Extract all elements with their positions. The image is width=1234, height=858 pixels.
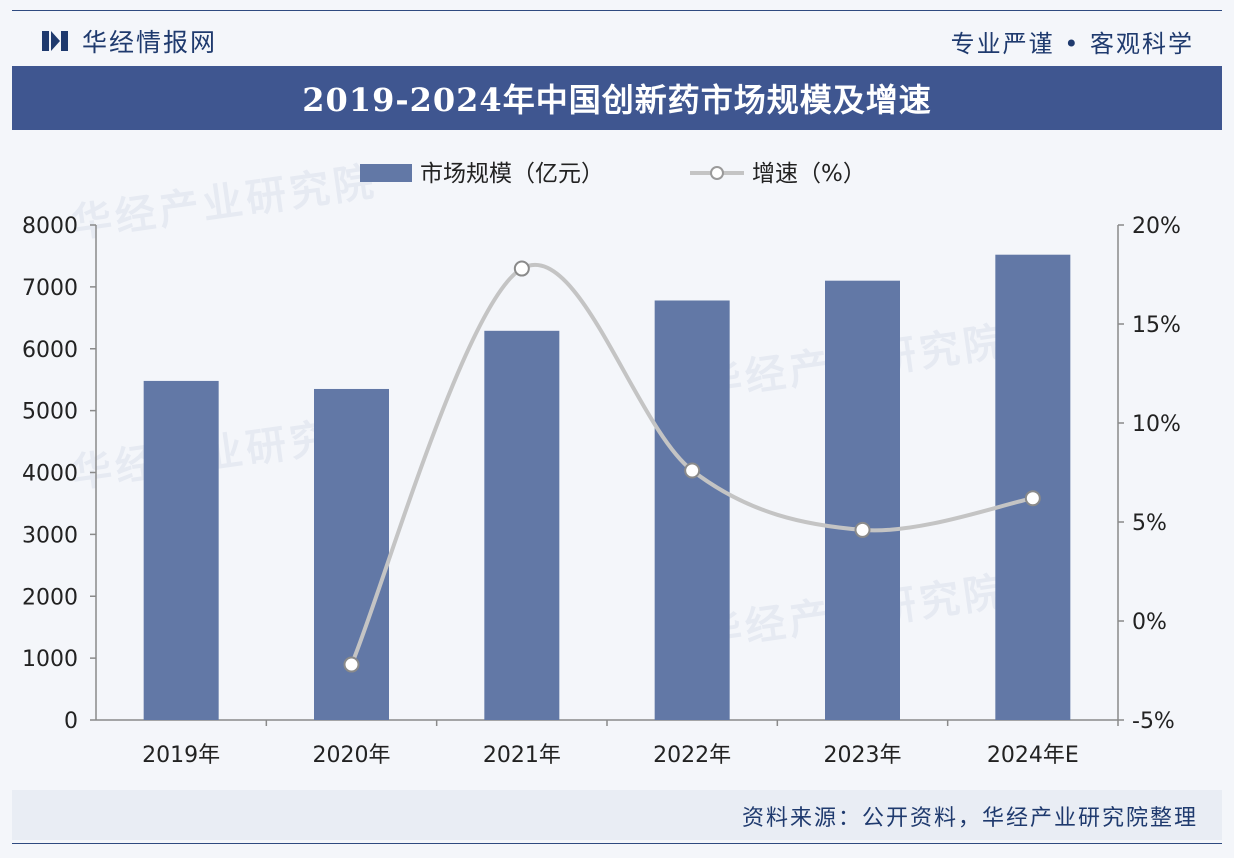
x-axis-tick-label: 2024年E xyxy=(987,743,1079,768)
slogan: 专业严谨 • 客观科学 xyxy=(950,29,1194,58)
bar xyxy=(654,300,730,720)
growth-point xyxy=(343,656,360,673)
left-axis-tick-label: 7000 xyxy=(22,276,78,301)
growth-line xyxy=(349,263,1034,666)
footer-band xyxy=(12,790,1222,840)
x-axis-tick-label: 2020年 xyxy=(313,743,391,768)
legend-label: 市场规模（亿元） xyxy=(420,161,604,187)
growth-point xyxy=(854,521,871,538)
right-axis-tick-label: 15% xyxy=(1132,313,1181,338)
left-axis-tick-label: 3000 xyxy=(22,523,78,548)
top-divider xyxy=(12,10,1222,11)
brand-header: 华经情报网 xyxy=(40,24,217,58)
growth-point xyxy=(1024,490,1041,507)
source-note: 资料来源：公开资料，华经产业研究院整理 xyxy=(741,806,1198,831)
left-axis-tick-label: 0 xyxy=(64,709,78,734)
title-bar: 2019-2024年中国创新药市场规模及增速 xyxy=(12,66,1222,130)
left-axis-tick-label: 2000 xyxy=(22,585,78,610)
x-axis-tick-label: 2021年 xyxy=(483,743,561,768)
growth-point xyxy=(513,260,530,277)
bar xyxy=(825,280,900,720)
combo-chart: 市场规模（亿元） 增速（%） 0 1000 2000 3000 4000 5000 6000 70… xyxy=(22,161,1181,768)
bottom-divider xyxy=(12,843,1222,844)
x-axis-tick-label: 2019年 xyxy=(142,743,220,768)
left-axis-tick-label: 6000 xyxy=(22,338,78,363)
right-axis-tick-label: 10% xyxy=(1132,412,1181,437)
x-axis-tick-label: 2022年 xyxy=(653,743,731,768)
left-axis-tick-label: 8000 xyxy=(22,214,78,239)
x-axis-tick-label: 2023年 xyxy=(824,743,902,768)
legend-label: 增速（%） xyxy=(752,161,866,187)
brand-name: 华经情报网 xyxy=(82,28,218,57)
right-axis-tick-label: -5% xyxy=(1132,709,1175,734)
left-axis-tick-label: 4000 xyxy=(22,462,78,487)
bar xyxy=(995,254,1071,720)
growth-point xyxy=(684,462,701,479)
brand-logo-icon xyxy=(42,31,68,51)
right-axis-tick-label: 0% xyxy=(1132,610,1167,635)
chart-title: 2019-2024年中国创新药市场规模及增速 xyxy=(302,81,932,119)
chart-area: 市场规模（亿元） 增速（%） 0 1000 2000 3000 4000 5000 6000 70… xyxy=(0,140,1234,800)
left-axis-tick-label: 5000 xyxy=(22,400,78,425)
left-axis-tick-label: 1000 xyxy=(22,647,78,672)
legend-line-marker xyxy=(710,166,724,180)
right-axis-tick-label: 5% xyxy=(1132,511,1167,536)
legend-bar-swatch xyxy=(360,164,412,182)
bar xyxy=(143,380,219,720)
bar xyxy=(484,330,560,720)
right-axis-tick-label: 20% xyxy=(1132,214,1181,239)
